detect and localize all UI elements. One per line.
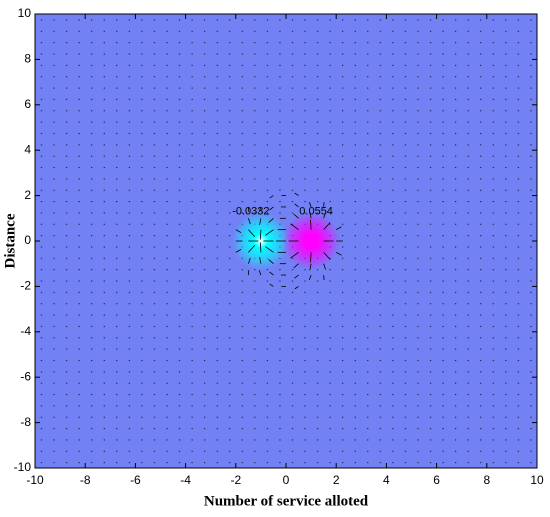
field-arrow — [294, 274, 299, 279]
y-tick-label: 6 — [24, 97, 31, 111]
field-arrow — [336, 252, 342, 256]
field-arrow — [258, 206, 262, 212]
field-arrow — [269, 271, 274, 276]
y-tick-label: -10 — [14, 460, 32, 474]
field-arrow — [259, 242, 262, 253]
field-arrow — [294, 192, 299, 196]
field-arrow — [269, 283, 274, 287]
x-tick-label: 10 — [530, 473, 544, 487]
field-arrow — [294, 286, 299, 290]
x-tick-label: -6 — [130, 473, 141, 487]
x-axis-label: Number of service alloted — [204, 493, 369, 509]
source-blob — [232, 212, 290, 270]
contour-label: -0.0332 — [232, 205, 269, 217]
y-tick-label: -2 — [20, 279, 31, 293]
field-arrow — [269, 206, 274, 211]
y-tick-label: -6 — [20, 369, 31, 383]
y-tick-label: -4 — [20, 324, 31, 338]
field-arrow — [259, 229, 262, 240]
field-arrow — [290, 252, 299, 259]
field-arrow — [323, 263, 327, 270]
field-arrow — [323, 252, 331, 260]
field-arrow — [323, 222, 331, 230]
field-arrow — [310, 252, 312, 263]
y-tick-label: 0 — [24, 233, 31, 247]
field-arrow — [269, 195, 274, 199]
field-arrow — [336, 226, 342, 230]
y-tick-label: 4 — [24, 142, 31, 156]
field-arrow — [308, 202, 312, 208]
field-arrow — [310, 219, 312, 230]
x-tick-label: -10 — [26, 473, 44, 487]
field-arrow — [290, 223, 299, 230]
field-arrow — [309, 211, 312, 219]
field-arrow — [265, 246, 274, 253]
y-tick-label: 8 — [24, 52, 31, 66]
x-tick-label: -4 — [180, 473, 191, 487]
field-arrow — [268, 218, 274, 223]
field-arrow — [259, 218, 262, 226]
field-arrow — [235, 229, 242, 233]
field-arrow — [293, 213, 299, 219]
field-arrow — [293, 263, 299, 269]
y-axis-label: Distance — [2, 213, 18, 268]
field-arrow — [258, 270, 262, 276]
field-arrow — [308, 274, 312, 280]
field-arrow — [235, 249, 242, 253]
x-tick-label: 8 — [483, 473, 490, 487]
y-tick-label: 10 — [18, 6, 32, 20]
field-arrow — [294, 203, 299, 208]
field-arrow — [268, 259, 274, 264]
contour-label: 0.0554 — [299, 205, 333, 217]
field-arrow — [247, 218, 251, 225]
x-tick-label: 4 — [383, 473, 390, 487]
source-blob — [282, 212, 340, 270]
x-tick-label: -2 — [230, 473, 241, 487]
y-tick-label: -8 — [20, 415, 31, 429]
x-tick-label: -8 — [80, 473, 91, 487]
field-arrow — [265, 229, 274, 236]
field-arrow — [259, 256, 262, 264]
field-arrow — [248, 244, 256, 253]
x-tick-label: 6 — [433, 473, 440, 487]
field-arrow — [309, 263, 312, 271]
field-arrow — [247, 257, 251, 264]
x-tick-label: 0 — [283, 473, 290, 487]
x-tick-label: 2 — [333, 473, 340, 487]
field-arrow — [323, 212, 327, 219]
field-arrow — [248, 229, 256, 238]
y-tick-label: 2 — [24, 188, 31, 202]
